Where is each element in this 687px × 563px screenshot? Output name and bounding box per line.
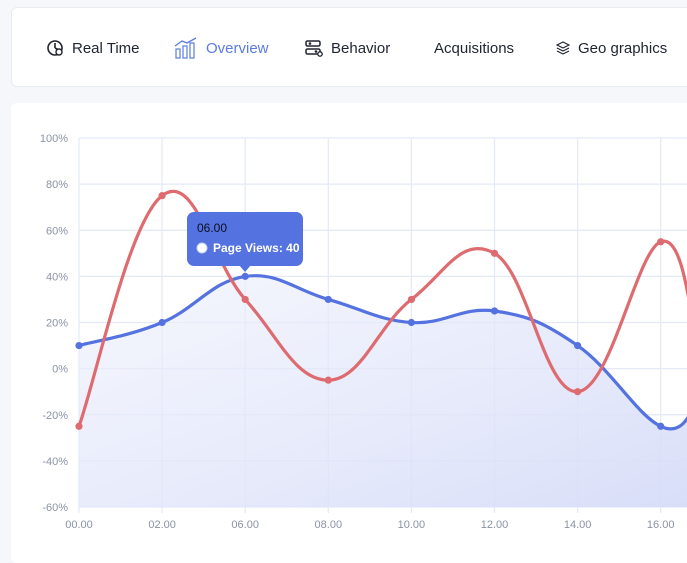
- x-axis-ticks: 00.00 02.00 06.00 08.00 10.00 12.00 14.00 16.00: [65, 519, 674, 531]
- sliders-icon: [305, 39, 323, 57]
- realtime-icon: [46, 39, 64, 57]
- data-point: [574, 341, 582, 350]
- y-tick-label: 100%: [40, 133, 68, 145]
- tab-label: Overview: [206, 39, 269, 57]
- x-tick-label: 02.00: [148, 519, 176, 531]
- area-fill: [79, 275, 687, 507]
- tab-label: Real Time: [72, 39, 140, 57]
- tooltip-arrow: [239, 265, 251, 272]
- y-tick-label: -40%: [42, 456, 68, 468]
- data-point: [158, 192, 166, 200]
- tab-geo-graphics[interactable]: Geo graphics: [556, 36, 667, 60]
- x-tick-label: 08.00: [315, 519, 343, 531]
- y-tick-label: -60%: [42, 502, 68, 514]
- data-point: [407, 318, 415, 327]
- series-area: [79, 275, 687, 507]
- data-point: [490, 249, 499, 257]
- tab-behavior[interactable]: Behavior: [305, 36, 390, 60]
- tooltip-box: [187, 212, 303, 266]
- data-point: [241, 272, 249, 280]
- x-tick-label: 16.00: [647, 519, 675, 531]
- tooltip-title: 06.00: [197, 221, 227, 235]
- data-point: [75, 422, 83, 430]
- tab-label: Acquisitions: [434, 39, 515, 57]
- tab-acquisitions[interactable]: Acquisitions: [434, 36, 514, 60]
- tab-label: Geo graphics: [578, 39, 668, 57]
- y-tick-label: -20%: [42, 410, 68, 422]
- data-point: [158, 318, 166, 327]
- series-points: [75, 192, 665, 430]
- y-tick-label: 60%: [46, 225, 68, 237]
- x-tick-label: 10.00: [398, 519, 426, 531]
- y-axis-ticks: 100% 80% 60% 40% 20% 0% -20% -40% -60%: [40, 133, 68, 514]
- data-point: [490, 307, 499, 315]
- y-tick-label: 80%: [46, 179, 68, 191]
- data-point: [574, 388, 582, 396]
- y-tick-label: 0%: [52, 364, 68, 376]
- data-point: [75, 341, 83, 350]
- tooltip-label: Page Views: 40: [213, 241, 300, 255]
- x-tick-label: 12.00: [481, 519, 509, 531]
- tooltip-marker: [196, 242, 208, 254]
- y-tick-label: 40%: [46, 271, 68, 283]
- tab-label: Behavior: [331, 39, 391, 57]
- layers-icon: [556, 41, 570, 55]
- bar-chart-icon: [174, 37, 198, 59]
- y-tick-label: 20%: [46, 318, 68, 330]
- data-point: [407, 295, 415, 304]
- x-tick-label: 14.00: [564, 519, 592, 531]
- tooltip: 06.00 Page Views: 40: [187, 212, 303, 272]
- tab-overview[interactable]: Overview: [174, 36, 269, 60]
- x-tick-label: 00.00: [65, 519, 93, 531]
- data-point: [657, 238, 665, 246]
- data-point: [657, 422, 665, 430]
- tab-real-time[interactable]: Real Time: [46, 36, 140, 60]
- data-point: [324, 376, 332, 384]
- data-point: [241, 295, 249, 304]
- x-tick-label: 06.00: [231, 519, 259, 531]
- data-point: [324, 295, 332, 304]
- tab-bar: Real Time Overview Behavior Acquisitions…: [11, 7, 687, 87]
- line-chart: 100% 80% 60% 40% 20% 0% -20% -40% -60% 00.00 02.0…: [40, 133, 687, 531]
